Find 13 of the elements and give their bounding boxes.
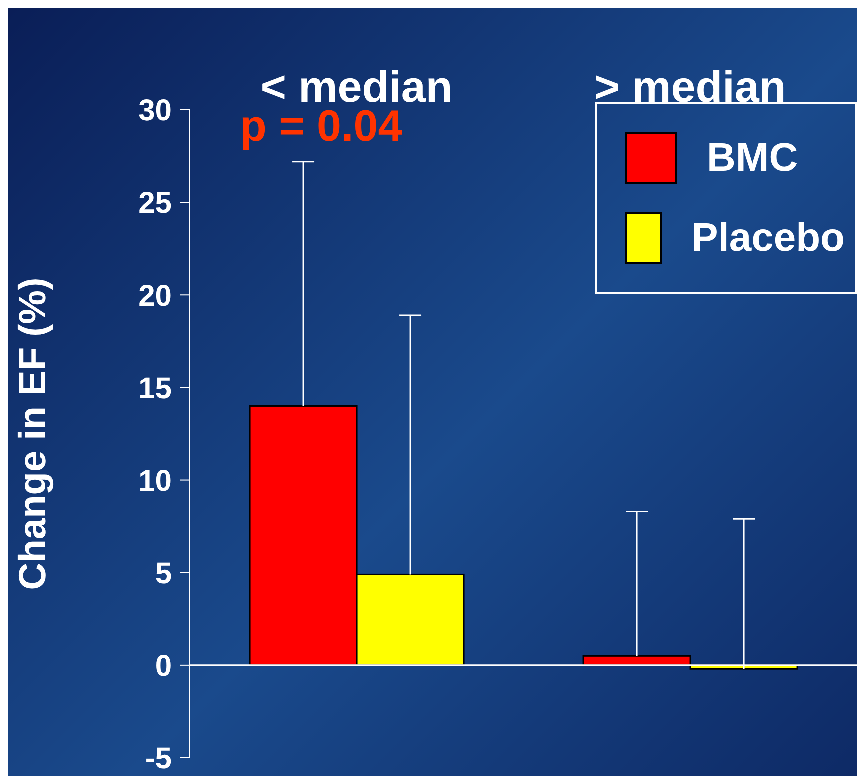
y-tick-label: 30 <box>138 94 172 128</box>
y-tick-label: 5 <box>155 558 172 591</box>
y-tick-label: 10 <box>138 464 172 498</box>
legend-label: Placebo <box>692 216 845 260</box>
y-tick-label: 15 <box>138 372 172 406</box>
y-axis-title: Change in EF (%) <box>12 278 54 590</box>
x-tick-label: > median <box>594 63 786 112</box>
y-tick-label: 0 <box>155 650 172 684</box>
annotation: p = 0.04 <box>240 102 403 152</box>
y-tick-label: 20 <box>138 280 172 313</box>
y-tick-label: -5 <box>145 742 172 776</box>
legend-label: BMC <box>707 136 798 180</box>
y-tick-label: 25 <box>138 187 172 220</box>
